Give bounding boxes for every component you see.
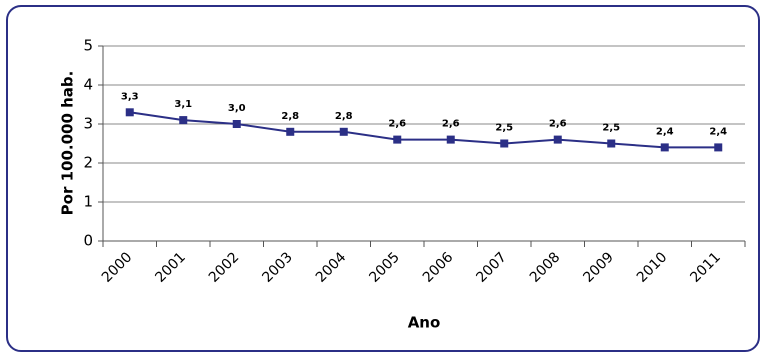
data-label: 3,3 (121, 91, 139, 102)
data-label: 2,6 (442, 119, 460, 130)
y-tick-label: 5 (83, 37, 93, 55)
data-label: 2,5 (495, 123, 513, 134)
point (553, 135, 562, 144)
point (125, 108, 134, 117)
y-tick-label: 0 (83, 232, 93, 250)
series-line (129, 111, 719, 149)
y-tick-label: 4 (83, 76, 93, 94)
data-label: 2,6 (549, 119, 567, 130)
point (339, 127, 348, 136)
y-tick-label: 3 (83, 115, 93, 133)
data-label: 3,0 (228, 103, 246, 114)
data-label: 2,4 (709, 126, 727, 137)
data-label: 2,6 (388, 119, 406, 130)
point (446, 135, 455, 144)
data-label: 2,4 (656, 126, 674, 137)
chart-frame (6, 5, 760, 352)
point (607, 139, 616, 148)
point (393, 135, 402, 144)
data-label: 2,8 (281, 111, 299, 122)
point (232, 120, 241, 128)
point (179, 116, 188, 125)
y-axis-title: Por 100.000 hab. (59, 71, 77, 216)
point (660, 143, 669, 152)
point (286, 127, 295, 136)
data-label: 2,8 (335, 111, 353, 122)
y-tick-label: 1 (83, 193, 93, 211)
data-label: 3,1 (174, 99, 192, 110)
x-axis-title: Ano (408, 314, 441, 332)
y-tick-label: 2 (83, 154, 93, 172)
point (500, 139, 509, 148)
point (714, 143, 723, 152)
data-label: 2,5 (602, 123, 620, 134)
